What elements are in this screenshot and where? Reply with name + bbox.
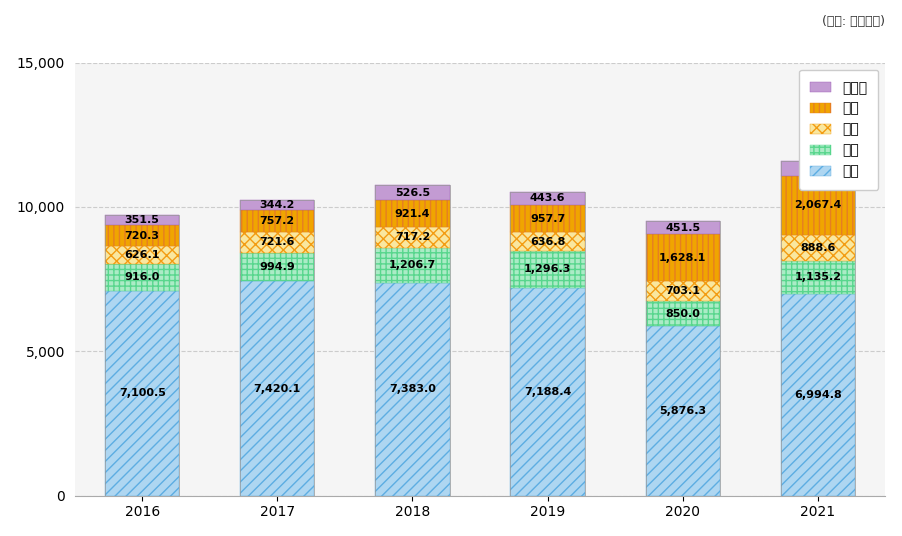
Text: 1,296.3: 1,296.3	[524, 264, 571, 274]
Bar	[375, 200, 449, 227]
Text: 626.1: 626.1	[124, 250, 160, 260]
Text: 1,206.7: 1,206.7	[389, 260, 436, 270]
Bar	[511, 192, 584, 496]
Bar	[646, 301, 720, 326]
Text: 7,420.1: 7,420.1	[253, 384, 301, 393]
Bar	[511, 288, 584, 496]
Bar	[511, 205, 584, 232]
Text: 994.9: 994.9	[260, 262, 295, 272]
Text: 850.0: 850.0	[665, 309, 700, 319]
Bar	[375, 227, 449, 248]
Bar	[780, 176, 855, 235]
Legend: 프랑스, 영국, 독일, 일본, 미국: 프랑스, 영국, 독일, 일본, 미국	[799, 70, 879, 190]
Text: 721.6: 721.6	[260, 237, 295, 247]
Text: 720.3: 720.3	[124, 231, 160, 241]
Text: 526.5: 526.5	[395, 188, 430, 198]
Text: 443.6: 443.6	[529, 193, 566, 203]
Bar	[511, 232, 584, 251]
Bar	[646, 326, 720, 496]
Text: 7,100.5: 7,100.5	[119, 388, 166, 398]
Bar	[780, 161, 855, 176]
Bar	[240, 210, 315, 232]
Bar	[646, 221, 720, 496]
Bar	[375, 282, 449, 496]
Bar	[105, 264, 179, 291]
Text: 1,135.2: 1,135.2	[795, 272, 842, 282]
Bar	[105, 246, 179, 264]
Text: 957.7: 957.7	[529, 213, 566, 224]
Bar	[240, 200, 315, 210]
Text: (단위: 백만달러): (단위: 백만달러)	[823, 15, 886, 28]
Bar	[511, 192, 584, 205]
Text: 2,067.4: 2,067.4	[794, 200, 842, 211]
Bar	[240, 200, 315, 496]
Text: 496.9: 496.9	[800, 163, 835, 174]
Bar	[646, 221, 720, 234]
Text: 344.2: 344.2	[260, 200, 295, 210]
Bar	[105, 215, 179, 225]
Text: 921.4: 921.4	[395, 209, 430, 219]
Bar	[105, 215, 179, 496]
Bar	[240, 281, 315, 496]
Bar	[511, 251, 584, 288]
Bar	[240, 253, 315, 281]
Text: 757.2: 757.2	[260, 216, 295, 226]
Bar	[375, 185, 449, 496]
Bar	[646, 281, 720, 301]
Text: 636.8: 636.8	[529, 236, 566, 247]
Bar	[105, 291, 179, 496]
Bar	[375, 185, 449, 200]
Text: 916.0: 916.0	[124, 272, 160, 282]
Text: 717.2: 717.2	[395, 232, 430, 242]
Bar	[780, 161, 855, 496]
Bar	[646, 234, 720, 281]
Text: 451.5: 451.5	[665, 222, 700, 233]
Text: 7,188.4: 7,188.4	[524, 387, 571, 397]
Bar	[240, 232, 315, 253]
Text: 7,383.0: 7,383.0	[389, 384, 436, 394]
Bar	[375, 248, 449, 282]
Text: 888.6: 888.6	[800, 243, 835, 253]
Bar	[780, 235, 855, 261]
Text: 6,994.8: 6,994.8	[794, 390, 842, 400]
Bar	[780, 294, 855, 496]
Text: 5,876.3: 5,876.3	[659, 406, 706, 416]
Text: 703.1: 703.1	[665, 286, 700, 296]
Text: 1,628.1: 1,628.1	[659, 252, 706, 263]
Text: 351.5: 351.5	[124, 215, 160, 225]
Bar	[105, 225, 179, 246]
Bar	[780, 261, 855, 294]
